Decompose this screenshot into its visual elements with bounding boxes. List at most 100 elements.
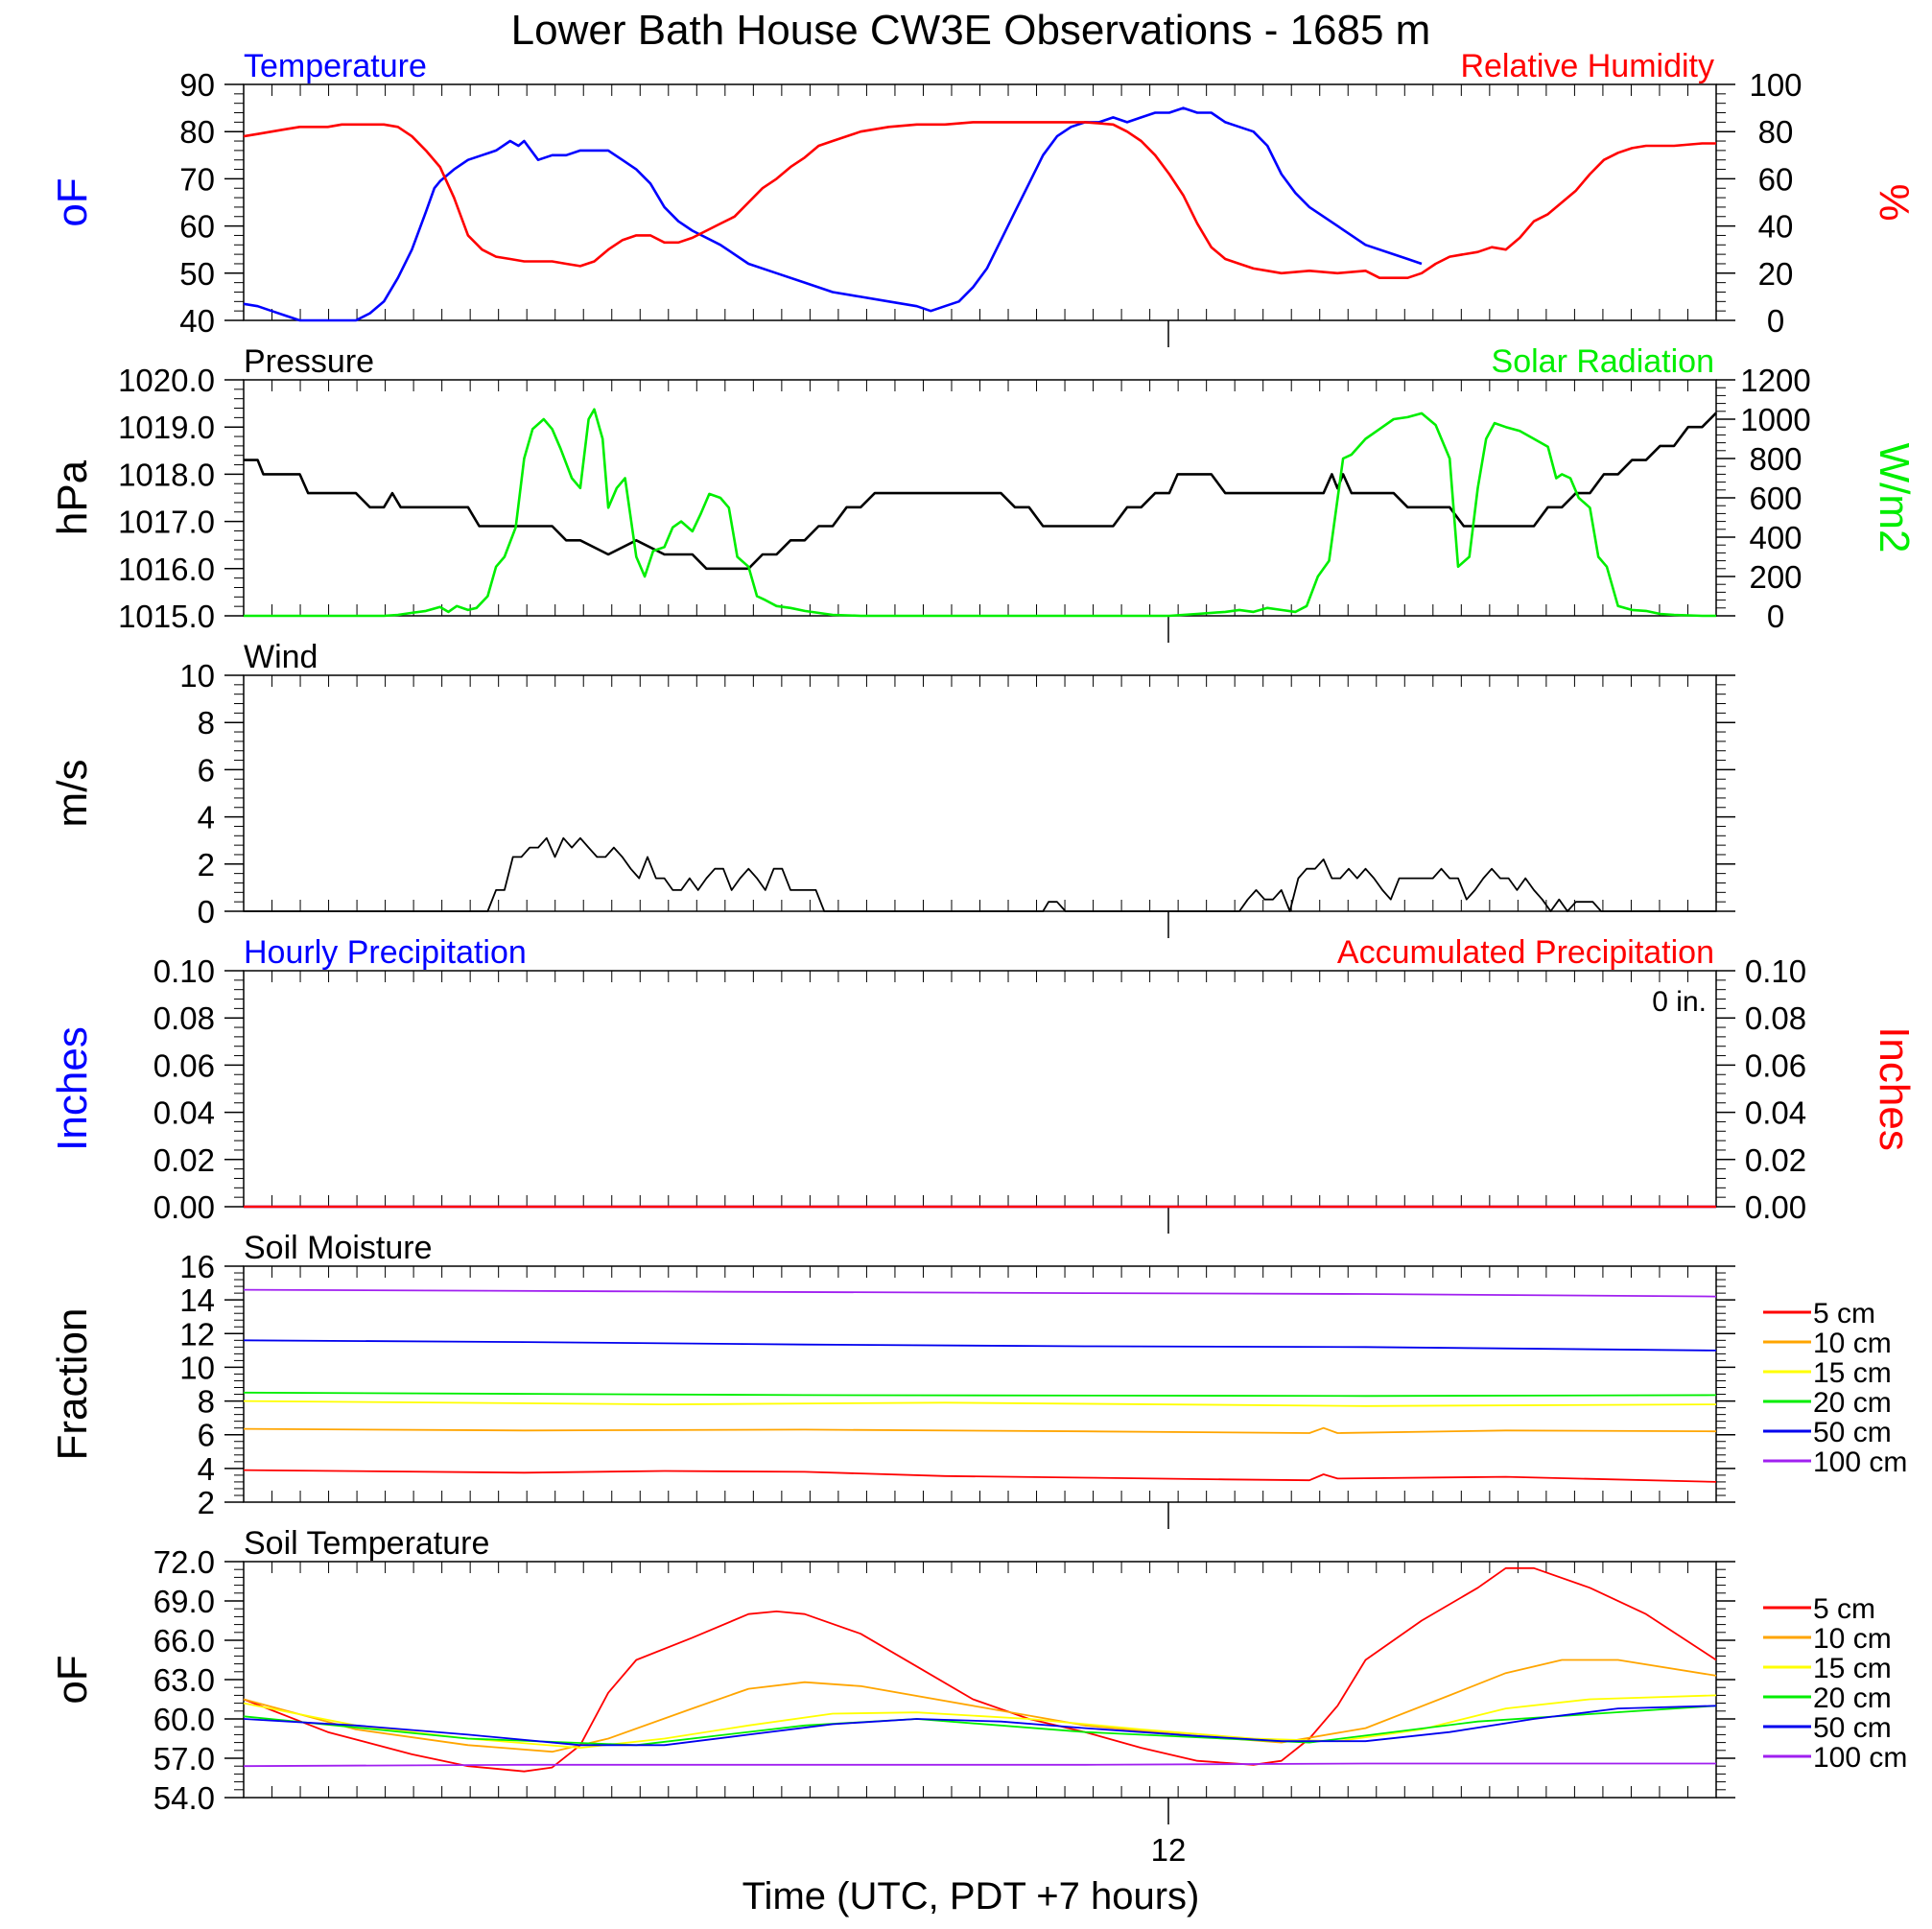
series-line-15-cm	[243, 1400, 1717, 1407]
y-right-tick-label: 200	[1749, 559, 1802, 595]
y-right-tick-label: 0	[1767, 303, 1784, 339]
y-left-tick-label: 0	[198, 894, 215, 929]
y-left-tick-label: 0.06	[153, 1047, 215, 1083]
y-left-tick-label: 1020.0	[118, 363, 215, 398]
panel-wind: 0 2 4 6 8 10 Wind m/s	[49, 639, 1735, 938]
series-line-50-cm	[243, 1705, 1717, 1747]
y-right-unit-label: Inches	[1871, 1026, 1918, 1151]
series-line-10-cm	[243, 1426, 1717, 1434]
y-right-tick-label: 20	[1758, 256, 1794, 292]
y-left-tick-label: 60.0	[153, 1702, 215, 1737]
series-line-5-cm	[243, 1469, 1717, 1483]
y-left-tick-label: 6	[198, 752, 215, 788]
x-tick-label: 12	[1151, 1832, 1187, 1868]
y-left-tick-label: 4	[198, 1451, 215, 1487]
series-line-relative-humidity	[243, 121, 1716, 279]
y-left-tick-label: 0.10	[153, 953, 215, 989]
y-left-tick-label: 69.0	[153, 1584, 215, 1619]
y-left-tick-label: 1015.0	[118, 599, 215, 634]
y-right-tick-label: 0	[1767, 599, 1784, 634]
legend-label: 10 cm	[1813, 1623, 1892, 1655]
y-right-tick-label: 60	[1758, 161, 1794, 197]
series-line-solar-radiation	[244, 408, 1716, 618]
y-right-unit-label: %	[1871, 183, 1918, 221]
panel-temp-rh: 40 50 60 70 80 90 0 20 40 60 80 100 Temperature Relat…	[49, 48, 1918, 347]
legend-label: 15 cm	[1813, 1357, 1892, 1389]
y-right-tick-label: 80	[1758, 114, 1794, 150]
series-line-wind	[244, 836, 1716, 912]
y-left-unit-label: oF	[49, 1655, 96, 1704]
series-line-50-cm	[243, 1339, 1717, 1352]
y-left-tick-label: 60	[179, 209, 215, 245]
legend-label: 20 cm	[1813, 1682, 1892, 1714]
y-left-tick-label: 14	[179, 1282, 215, 1318]
y-left-tick-label: 8	[198, 705, 215, 741]
y-right-tick-label: 0.08	[1745, 1000, 1806, 1036]
panel-title-left: Pressure	[244, 343, 374, 380]
panel-title-left: Temperature	[244, 48, 427, 84]
y-left-tick-label: 10	[179, 1350, 215, 1385]
y-left-tick-label: 0.04	[153, 1095, 215, 1131]
y-left-tick-label: 63.0	[153, 1662, 215, 1698]
y-left-tick-label: 8	[198, 1384, 215, 1420]
series-line-temperature	[243, 106, 1423, 322]
y-right-tick-label: 0.00	[1745, 1189, 1806, 1225]
x-axis-label: Time (UTC, PDT +7 hours)	[742, 1875, 1200, 1917]
panel-title-left: Soil Moisture	[244, 1230, 433, 1266]
y-left-tick-label: 1019.0	[118, 410, 215, 445]
legend-label: 15 cm	[1813, 1653, 1892, 1684]
y-right-tick-label: 800	[1749, 441, 1802, 477]
y-right-tick-label: 100	[1749, 67, 1802, 103]
y-right-tick-label: 0.10	[1745, 953, 1806, 989]
series-line-10-cm	[243, 1658, 1717, 1753]
series-line-100-cm	[243, 1762, 1716, 1768]
panel-title-left: Soil Temperature	[244, 1525, 489, 1562]
legend-label: 100 cm	[1813, 1447, 1907, 1478]
y-right-unit-label: W/m2	[1871, 443, 1918, 553]
y-left-tick-label: 0.00	[153, 1189, 215, 1225]
series-line-20-cm	[243, 1391, 1717, 1398]
y-left-tick-label: 70	[179, 161, 215, 197]
legend-label: 5 cm	[1813, 1298, 1875, 1329]
y-left-tick-label: 2	[198, 847, 215, 882]
y-right-tick-label: 1000	[1740, 402, 1810, 437]
y-left-tick-label: 10	[179, 658, 215, 694]
y-left-unit-label: Fraction	[49, 1308, 96, 1461]
y-right-tick-label: 40	[1758, 209, 1794, 245]
y-left-unit-label: Inches	[49, 1026, 96, 1151]
y-right-tick-label: 1200	[1740, 363, 1810, 398]
y-left-tick-label: 54.0	[153, 1780, 215, 1816]
y-right-tick-label: 600	[1749, 481, 1802, 516]
panel-title-right: Relative Humidity	[1460, 48, 1714, 84]
y-right-tick-label: 0.04	[1745, 1095, 1806, 1131]
y-left-tick-label: 16	[179, 1249, 215, 1284]
panel-title-left: Hourly Precipitation	[244, 934, 527, 971]
y-left-tick-label: 80	[179, 114, 215, 150]
panel-title-left: Wind	[244, 639, 318, 675]
panel-title-right: Accumulated Precipitation	[1337, 934, 1714, 971]
y-left-tick-label: 40	[179, 303, 215, 339]
legend-label: 50 cm	[1813, 1712, 1892, 1744]
y-left-tick-label: 2	[198, 1485, 215, 1520]
y-left-tick-label: 0.08	[153, 1000, 215, 1036]
y-left-tick-label: 90	[179, 67, 215, 103]
y-right-tick-label: 0.06	[1745, 1047, 1806, 1083]
legend-label: 20 cm	[1813, 1387, 1892, 1419]
panel-pressure-solar: 1015.0 1016.0 1017.0 1018.0 1019.0 1020.0 0 200…	[49, 343, 1918, 643]
y-left-tick-label: 72.0	[153, 1544, 215, 1580]
y-left-unit-label: oF	[49, 177, 96, 226]
panel-soil-temperature: 54.0 57.0 60.0 63.0 66.0 69.0 72.0 Soil Tempera…	[49, 1525, 1907, 1868]
y-left-tick-label: 57.0	[153, 1741, 215, 1776]
accumulated-total-label: 0 in.	[1652, 986, 1707, 1018]
y-left-tick-label: 6	[198, 1418, 215, 1453]
y-left-unit-label: hPa	[49, 459, 96, 535]
series-line-5-cm	[243, 1566, 1717, 1773]
series-line-100-cm	[243, 1288, 1717, 1298]
y-left-tick-label: 1016.0	[118, 552, 215, 587]
y-left-tick-label: 0.02	[153, 1142, 215, 1178]
series-line-pressure	[244, 412, 1717, 571]
y-right-tick-label: 0.02	[1745, 1142, 1806, 1178]
legend-label: 50 cm	[1813, 1417, 1892, 1448]
